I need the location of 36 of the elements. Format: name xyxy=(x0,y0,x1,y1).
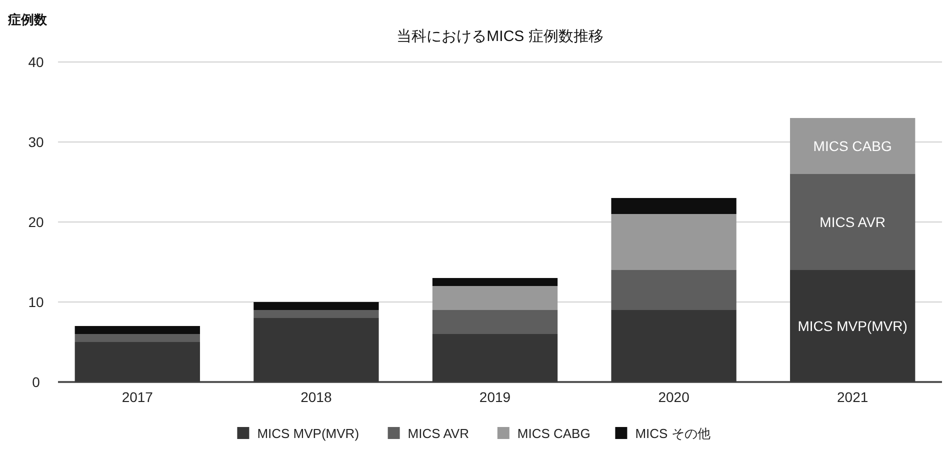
legend-label: MICS その他 xyxy=(635,426,710,441)
bar xyxy=(790,118,916,174)
bar xyxy=(432,334,558,382)
x-tick-label: 2017 xyxy=(122,389,154,405)
bar xyxy=(432,286,558,310)
legend-label: MICS MVP(MVR) xyxy=(257,426,360,441)
bar xyxy=(74,326,200,334)
data-label: MICS MVP(MVR) xyxy=(798,318,908,334)
bar xyxy=(254,310,379,318)
bar xyxy=(790,270,916,382)
y-axis-title: 症例数 xyxy=(7,12,48,27)
bar xyxy=(611,310,736,382)
bar xyxy=(254,302,379,310)
chart-title: 当科におけるMICS 症例数推移 xyxy=(396,28,604,45)
y-tick-label: 0 xyxy=(32,374,40,390)
bar xyxy=(611,214,736,270)
bar xyxy=(432,278,558,286)
x-tick-label: 2018 xyxy=(300,389,332,405)
y-tick-label: 30 xyxy=(28,134,44,150)
bar xyxy=(790,174,916,270)
x-tick-label: 2020 xyxy=(658,389,690,405)
bar xyxy=(254,318,379,382)
legend-label: MICS AVR xyxy=(408,426,469,441)
x-tick-label: 2019 xyxy=(479,389,511,405)
bar xyxy=(611,270,736,310)
y-tick-label: 10 xyxy=(28,294,44,310)
bar xyxy=(74,334,200,342)
y-tick-label: 20 xyxy=(28,214,44,230)
x-tick-label: 2021 xyxy=(837,389,868,405)
y-tick-label: 40 xyxy=(28,54,44,70)
bar xyxy=(432,310,558,334)
legend-label: MICS CABG xyxy=(517,426,590,441)
data-label: MICS AVR xyxy=(820,214,886,230)
bar xyxy=(611,198,736,214)
data-label: MICS CABG xyxy=(813,138,892,154)
bar xyxy=(74,342,200,382)
